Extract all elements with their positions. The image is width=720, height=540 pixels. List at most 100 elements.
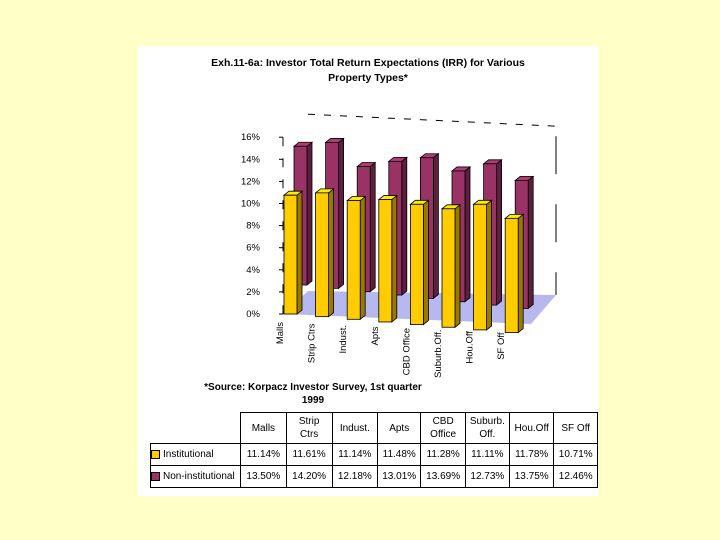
bar-institutional-suburb-off	[440, 203, 462, 329]
bar-non-institutional-sf-off-side	[527, 175, 534, 310]
table-header-hou-off: Hou.Off	[508, 412, 554, 444]
x-axis: Malls Strip Ctrs Indust. Apts CBD Office Subu…	[275, 322, 507, 378]
bar-institutional-apts	[377, 194, 398, 323]
bar-institutional-indust-front	[346, 200, 361, 320]
x-tick-label-indust: Indust.	[338, 325, 349, 354]
x-tick-label-cbd-office: CBD Office	[401, 328, 412, 375]
x-tick-label-hou-off: Hou.Off	[465, 331, 476, 364]
table-row-non-institutional: Non-institutional 13.50% 14.20% 12.18% 13.01…	[149, 465, 598, 488]
table-cell-apts: 13.01%	[376, 465, 421, 488]
bar-institutional-sf-off-front	[504, 217, 519, 333]
table-header-text: Malls	[251, 422, 276, 434]
table-cell-cbd-office: 13.69%	[420, 465, 466, 488]
table-header-text: Suburb.	[469, 416, 505, 427]
table-header-text: Ctrs	[299, 429, 319, 440]
chart-panel: Exh.11-6a: Investor Total Return Expecta…	[138, 46, 598, 496]
data-table: Malls Strip Ctrs Indust. Apts CBD Office Suburb…	[149, 412, 598, 488]
table-cell-malls: 11.14%	[240, 443, 287, 466]
table-cell-strip-ctrs: 14.20%	[285, 465, 333, 488]
table-row-institutional: Institutional 11.14% 11.61% 11.14% 11.48% 11.…	[149, 443, 598, 466]
x-tick-label-sf-off: SF Off	[496, 332, 507, 360]
table-cell-strip-ctrs: 11.61%	[285, 443, 333, 466]
bar-non-institutional-cbd-office-side	[432, 152, 439, 300]
table-header-text: Office	[430, 429, 457, 440]
y-tick-label: 4%	[246, 265, 260, 276]
table-cell-hou-off: 13.75%	[508, 465, 554, 488]
x-tick-label-malls: Malls	[275, 322, 286, 344]
bar-non-institutional-malls-side	[306, 141, 313, 286]
table-header-row: Malls Strip Ctrs Indust. Apts CBD Office Suburb…	[151, 412, 598, 444]
institutional-bars	[282, 188, 525, 334]
chart-title-line-2: Property Types*	[328, 72, 408, 84]
table-header-text: Apts	[389, 422, 410, 434]
table-cell-indust: 11.14%	[331, 443, 378, 466]
legend-entry-institutional: Institutional	[149, 443, 241, 466]
bar-non-institutional-strip-ctrs-side	[338, 137, 345, 290]
source-line-2: 1999	[301, 395, 325, 406]
table-header-text: Strip	[298, 416, 320, 427]
table-header-indust: Indust.	[331, 412, 378, 444]
bar-institutional-sf-off	[504, 213, 525, 334]
bar-non-institutional-apts-side	[401, 156, 408, 296]
bar-institutional-apts-side	[391, 194, 398, 323]
bar-institutional-indust-side	[359, 195, 366, 321]
table-cell-cbd-office: 11.28%	[420, 443, 466, 466]
bar-institutional-sf-off-side	[517, 213, 524, 334]
table-cell-hou-off: 11.78%	[508, 443, 554, 466]
bar-non-institutional-hou-off-side	[496, 158, 503, 306]
bar-non-institutional-suburb-off-side	[464, 166, 471, 303]
table-cell-apts: 11.48%	[376, 443, 421, 466]
legend-label: Institutional	[163, 449, 214, 460]
bar-institutional-strip-ctrs	[314, 188, 335, 318]
table-header-apts: Apts	[376, 412, 421, 444]
legend-entry-non-institutional: Non-institutional	[149, 465, 241, 488]
table-header-cbd-office: CBD Office	[420, 412, 466, 444]
table-cell-sf-off: 10.71%	[553, 443, 598, 466]
bar-institutional-strip-ctrs-front	[315, 192, 330, 318]
bar-institutional-malls-side	[296, 190, 303, 315]
chart-title-line-1: Exh.11-6a: Investor Total Return Expecta…	[211, 57, 525, 69]
x-tick-label-suburb-off: Suburb.Off.	[433, 330, 444, 378]
table-cell-sf-off: 12.46%	[553, 465, 598, 488]
table-corner	[151, 413, 241, 444]
bar-institutional-cbd-office-side	[422, 199, 429, 326]
bar-institutional-apts-front	[378, 199, 393, 323]
table-header-sf-off: SF Off	[553, 412, 598, 444]
bar-institutional-hou-off-side	[486, 199, 493, 331]
table-header-text: Indust.	[339, 422, 370, 434]
table-cell-suburb-off: 12.73%	[464, 465, 510, 488]
table-header-suburb-off: Suburb. Off.	[464, 412, 510, 444]
table-header-text: SF Off	[561, 422, 591, 434]
y-tick-label: 0%	[246, 309, 260, 320]
table-header-text: Hou.Off	[514, 422, 549, 434]
table-header-malls: Malls	[240, 412, 287, 444]
table-header-text: CBD	[432, 416, 454, 427]
bar-institutional-cbd-office-front	[409, 203, 424, 326]
y-tick-label: 8%	[246, 221, 260, 232]
y-tick-label: 6%	[246, 243, 260, 254]
x-tick-label-apts: Apts	[370, 326, 381, 345]
y-tick-label: 12%	[241, 176, 261, 187]
source-line-1: *Source: Korpacz Investor Survey, 1st qu…	[204, 382, 422, 393]
legend-swatch	[151, 449, 160, 459]
y-tick-label: 10%	[241, 199, 261, 210]
x-tick-label-strip-ctrs: Strip Ctrs	[307, 323, 318, 363]
legend-swatch	[151, 471, 160, 481]
bar-non-institutional-indust-side	[369, 161, 376, 293]
table-cell-suburb-off: 11.11%	[464, 443, 510, 466]
back-wall-top-edge	[307, 113, 557, 127]
chart-title: Exh.11-6a: Investor Total Return Expecta…	[138, 56, 598, 86]
table-header-text: Off.	[479, 429, 496, 440]
y-tick-label: 14%	[241, 154, 261, 165]
bar-institutional-suburb-off-front	[441, 208, 456, 328]
table-header-strip-ctrs: Strip Ctrs	[285, 412, 333, 444]
bar-institutional-cbd-office	[409, 199, 430, 326]
table-cell-indust: 12.18%	[331, 465, 378, 488]
y-axis: 0% 2% 4% 6% 8% 10% 12% 14% 16%	[241, 132, 284, 320]
table-body: Institutional 11.14% 11.61% 11.14% 11.48% 11.…	[149, 443, 598, 488]
bar-institutional-strip-ctrs-side	[328, 188, 335, 318]
y-tick-label: 16%	[241, 132, 261, 143]
source-note: *Source: Korpacz Investor Survey, 1st qu…	[183, 381, 443, 407]
bar-institutional-hou-off-front	[473, 203, 488, 331]
bar-institutional-indust	[346, 195, 367, 321]
